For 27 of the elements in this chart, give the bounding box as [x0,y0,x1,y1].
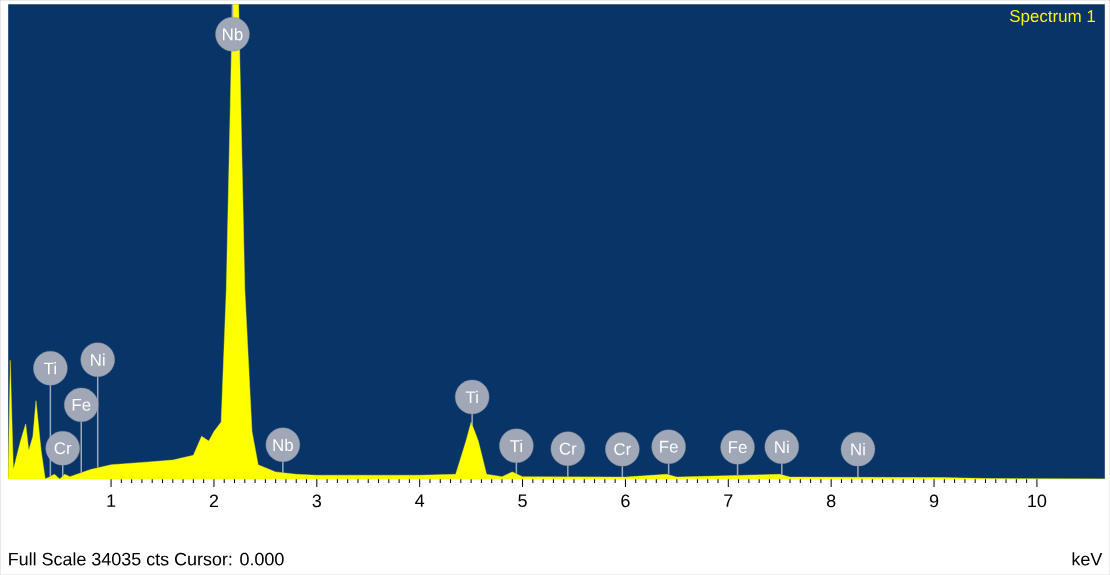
annotation: Ti [44,361,56,375]
x-tick-label: 1 [107,494,116,507]
annotation: Fe [72,398,91,411]
annotation: Ti [465,390,478,403]
x-tick-label: 7 [724,494,733,507]
x-axis-title: keV [1072,552,1103,566]
annotation: Ni [91,353,105,366]
annotation: Cr [54,442,72,455]
annotation: Cr [614,443,631,456]
annotation: Fe [660,440,678,453]
annotation: Fe [729,441,747,454]
annotation: Cr [559,442,577,455]
annotation: Ni [775,440,789,453]
text: Spectrum 1 [1010,9,1095,26]
x-tick-label: 8 [826,494,836,508]
x-tick-label: 9 [929,494,939,508]
x-tick-label: 2 [209,494,219,507]
x-tick-label: 6 [621,494,630,508]
x-tick-label: 3 [312,494,322,508]
annotation: Ti [510,439,522,452]
annotation: Nb [273,438,293,451]
text: Full Scale 34035 cts Cursor: 0.000 [9,552,284,566]
x-tick-label: 10 [1028,494,1047,508]
x-tick-label: 4 [415,494,425,507]
x-tick-label: 5 [518,494,527,507]
annotation: Nb [223,27,243,41]
annotation: Ni [851,442,865,456]
